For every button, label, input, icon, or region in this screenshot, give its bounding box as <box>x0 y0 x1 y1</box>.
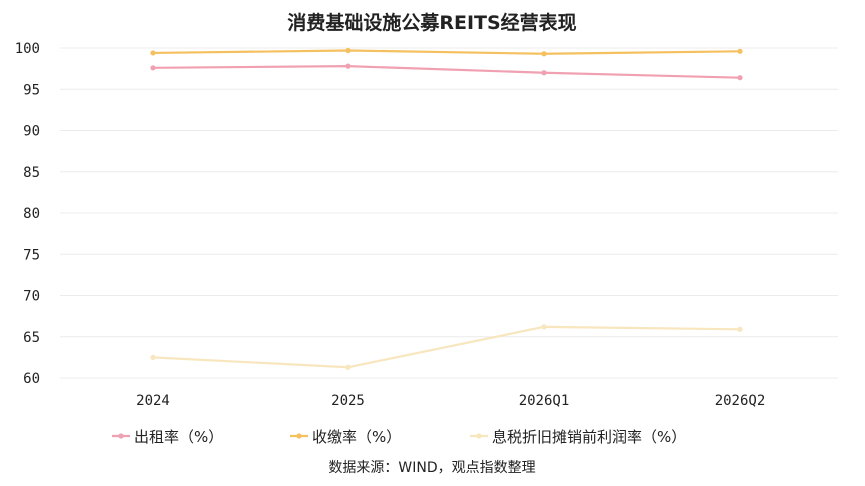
series-2 <box>150 47 743 57</box>
x-axis-ticks: 2024 2025 2026Q1 2026Q2 <box>136 393 765 409</box>
grid-layer <box>60 47 838 379</box>
legend-label: 出租率（%） <box>134 428 223 446</box>
y-axis-ticks: 60 65 70 75 80 85 90 95 100 <box>15 41 40 387</box>
data-point <box>150 65 156 71</box>
y-tick-label: 90 <box>23 124 40 140</box>
data-point <box>541 51 547 57</box>
y-tick-label: 75 <box>23 247 40 263</box>
legend-label: 收缴率（%） <box>312 428 401 446</box>
data-point <box>345 63 351 69</box>
source-note: 数据来源：WIND，观点指数整理 <box>328 460 535 476</box>
data-point <box>541 70 547 76</box>
legend-swatch-marker <box>296 433 302 439</box>
y-tick-label: 95 <box>23 82 40 98</box>
y-tick-label: 100 <box>15 41 40 57</box>
data-point <box>737 48 743 54</box>
data-point <box>541 324 547 330</box>
data-point <box>737 326 743 332</box>
legend-item: 息税折旧摊销前利润率（%） <box>470 428 686 446</box>
y-tick-label: 65 <box>23 330 40 346</box>
legend-label: 息税折旧摊销前利润率（%） <box>492 428 686 446</box>
legend: 出租率（%） 收缴率（%） 息税折旧摊销前利润率（%） <box>112 428 686 446</box>
y-tick-label: 80 <box>23 206 40 222</box>
legend-item: 收缴率（%） <box>290 428 401 446</box>
y-tick-label: 85 <box>23 165 40 181</box>
data-point <box>345 47 351 54</box>
series-3 <box>150 324 743 370</box>
data-point <box>345 364 351 370</box>
x-tick-label: 2025 <box>331 393 365 409</box>
series-line <box>152 49 741 55</box>
series-line <box>152 325 741 369</box>
x-tick-label: 2026Q2 <box>715 393 766 409</box>
data-point <box>150 50 156 56</box>
x-tick-label: 2026Q1 <box>519 393 570 409</box>
chart-title: 消费基础设施公募REITS经营表现 <box>287 11 576 34</box>
legend-swatch-marker <box>118 433 124 439</box>
series-layer <box>150 47 743 370</box>
y-tick-label: 70 <box>23 289 40 305</box>
legend-swatch-marker <box>476 433 482 439</box>
data-point <box>150 354 156 360</box>
series-1 <box>150 63 743 81</box>
data-point <box>737 75 743 81</box>
series-line <box>152 65 741 79</box>
x-tick-label: 2024 <box>136 393 170 409</box>
y-tick-label: 60 <box>23 371 40 387</box>
legend-item: 出租率（%） <box>112 428 223 446</box>
